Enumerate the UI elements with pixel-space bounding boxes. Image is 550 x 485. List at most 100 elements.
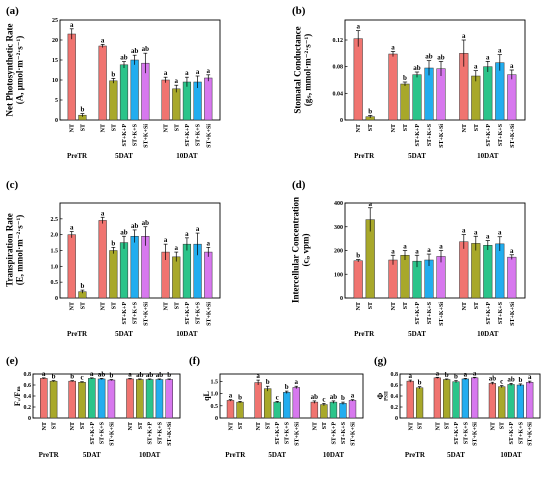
bar bbox=[119, 242, 129, 299]
group-label: 5DAT bbox=[115, 152, 133, 160]
significance-label: a bbox=[42, 370, 46, 378]
significance-label: ab bbox=[413, 64, 421, 72]
significance-label: b bbox=[266, 378, 270, 386]
bar bbox=[433, 377, 441, 419]
significance-label: b bbox=[368, 107, 372, 115]
y-tick-label: 0.8 bbox=[24, 372, 32, 378]
category-label: ST+K+S bbox=[341, 421, 347, 444]
category-label: NT bbox=[490, 422, 496, 430]
significance-label: b bbox=[70, 373, 74, 381]
bar bbox=[339, 403, 347, 419]
significance-label: ab bbox=[330, 393, 338, 401]
category-label: ST+K+Si bbox=[109, 422, 115, 446]
category-label: ST+K+S bbox=[100, 421, 106, 444]
significance-label: a bbox=[196, 225, 200, 233]
category-label: ST+K+P bbox=[185, 302, 191, 325]
significance-label: a bbox=[207, 67, 211, 75]
significance-label: b bbox=[80, 106, 84, 114]
category-label: NT bbox=[462, 302, 468, 310]
category-label: ST bbox=[403, 302, 409, 309]
category-label: ST+K+P bbox=[148, 422, 154, 445]
bar bbox=[436, 256, 446, 299]
category-label: ST bbox=[474, 302, 480, 309]
category-label: NT bbox=[356, 124, 362, 132]
bar bbox=[283, 392, 291, 419]
group-label: PreTR bbox=[354, 152, 375, 160]
significance-label: ab bbox=[156, 371, 164, 379]
group-label: 10DAT bbox=[176, 152, 198, 160]
bar bbox=[109, 250, 118, 299]
significance-label: b bbox=[285, 383, 289, 391]
panel-label: (b) bbox=[292, 5, 306, 17]
category-label: ST bbox=[368, 124, 374, 131]
significance-label: b bbox=[518, 376, 522, 384]
significance-label: b bbox=[109, 372, 113, 380]
panel-label: (g) bbox=[374, 355, 387, 367]
bar bbox=[263, 388, 272, 419]
panel-label: (f) bbox=[189, 355, 200, 367]
significance-label: b bbox=[111, 70, 115, 78]
y-axis-label: Stomatal Conductance(gₛ, mmol·m⁻²·s⁻¹) bbox=[293, 26, 313, 113]
bar bbox=[507, 384, 515, 419]
y-axis-label-line: Fᵥ/Fₘ bbox=[13, 386, 22, 406]
category-label: ST bbox=[368, 302, 374, 309]
significance-label: c bbox=[322, 395, 325, 403]
bar bbox=[471, 75, 481, 121]
y-tick-label: 5 bbox=[55, 98, 58, 104]
category-label: NT bbox=[70, 124, 76, 132]
plot-frame bbox=[219, 373, 364, 419]
panel-label: (e) bbox=[6, 355, 19, 367]
significance-label: ab bbox=[142, 219, 150, 227]
bar bbox=[388, 259, 398, 299]
plot-frame bbox=[344, 19, 526, 121]
y-axis-label-line: Transpiration Rate bbox=[5, 213, 15, 287]
category-label: NT bbox=[101, 124, 107, 132]
y-tick-label: 2.0 bbox=[51, 233, 59, 239]
significance-label: a bbox=[356, 23, 360, 31]
y-axis-label: ΦPSII bbox=[376, 391, 390, 401]
significance-label: b bbox=[111, 239, 115, 247]
significance-label: a bbox=[391, 43, 395, 51]
significance-label: a bbox=[498, 229, 502, 237]
bar bbox=[88, 378, 96, 419]
bar bbox=[452, 381, 460, 419]
y-tick-label: 200 bbox=[334, 249, 343, 255]
y-axis-label-line: (gₛ, mmol·m⁻²·s⁻¹) bbox=[303, 34, 313, 106]
y-axis-label-line: Net Photosynthetic Rate bbox=[5, 24, 15, 117]
bar bbox=[292, 387, 300, 419]
bar bbox=[443, 379, 451, 419]
y-tick-label: 0 bbox=[395, 416, 398, 422]
bar bbox=[461, 378, 469, 419]
chart-panel-g: (g) ΦPSII 0 0.2 0.4 0.6 0.8 a NT b ST PreTR a NT b ST b S… bbox=[374, 355, 541, 459]
y-tick-label: 0.6 bbox=[391, 383, 399, 389]
bar bbox=[495, 243, 505, 299]
category-label: ST bbox=[418, 422, 424, 429]
group-label: PreTR bbox=[405, 451, 426, 459]
bar bbox=[130, 236, 139, 299]
bar bbox=[471, 377, 479, 419]
y-tick-label: 0.2 bbox=[24, 405, 32, 411]
group-label: PreTR bbox=[354, 330, 375, 338]
y-tick-label: 0.08 bbox=[333, 65, 344, 71]
y-axis-label-line: (E, mmol·m⁻²·s⁻¹) bbox=[15, 215, 25, 285]
category-label: ST bbox=[52, 422, 58, 429]
significance-label: a bbox=[473, 369, 477, 377]
bar bbox=[254, 382, 262, 419]
bar bbox=[507, 74, 517, 121]
bar bbox=[348, 400, 357, 419]
bar bbox=[172, 88, 181, 121]
y-tick-label: 0.5 bbox=[211, 404, 219, 410]
significance-label: ab bbox=[146, 371, 154, 379]
significance-label: ab bbox=[311, 393, 319, 401]
significance-label: ab bbox=[507, 375, 515, 383]
category-label: NT bbox=[228, 422, 234, 430]
significance-label: a bbox=[185, 69, 189, 77]
significance-label: c bbox=[276, 393, 279, 401]
y-tick-label: 0 bbox=[55, 118, 58, 124]
category-label: ST bbox=[322, 422, 328, 429]
significance-label: a bbox=[175, 244, 179, 252]
bar bbox=[236, 401, 244, 419]
y-axis-label-line: qL bbox=[202, 391, 211, 401]
category-label: NT bbox=[462, 124, 468, 132]
significance-label: b bbox=[418, 379, 422, 387]
